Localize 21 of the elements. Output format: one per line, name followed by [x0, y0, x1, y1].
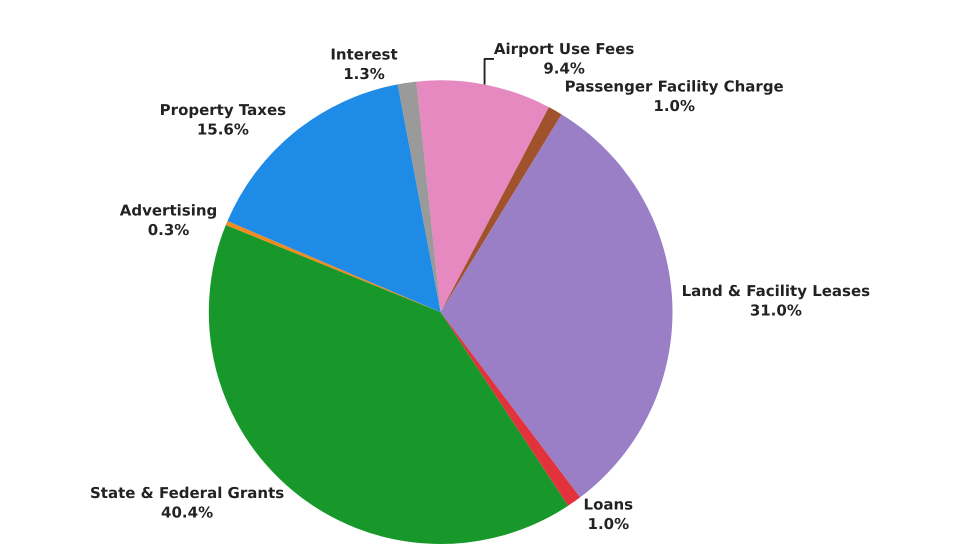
slice-label: Interest — [330, 46, 398, 64]
data-label: 15.6% — [196, 120, 249, 139]
data-label: 40.4% — [161, 503, 214, 522]
slice-label: Advertising — [120, 201, 218, 220]
slice-label: Airport Use Fees — [494, 40, 634, 58]
data-label: 1.3% — [343, 65, 385, 84]
pie-slice — [416, 80, 549, 312]
data-label: 31.0% — [750, 302, 802, 320]
slice-label: State & Federal Grants — [90, 484, 284, 502]
slice-label: Loans — [584, 495, 634, 514]
slice-label: Land & Facility Leases — [682, 282, 870, 300]
data-label: 1.0% — [653, 97, 695, 116]
slice-label: Property Taxes — [160, 101, 286, 120]
pie-slice — [398, 82, 441, 312]
pie-slice — [440, 114, 672, 498]
data-label: 9.4% — [543, 60, 585, 78]
data-label: 1.0% — [588, 514, 630, 533]
slice-label: Passenger Facility Charge — [564, 78, 784, 96]
pie-slice — [440, 312, 580, 506]
pie-slice — [440, 107, 562, 312]
data-label: 0.3% — [148, 220, 190, 239]
